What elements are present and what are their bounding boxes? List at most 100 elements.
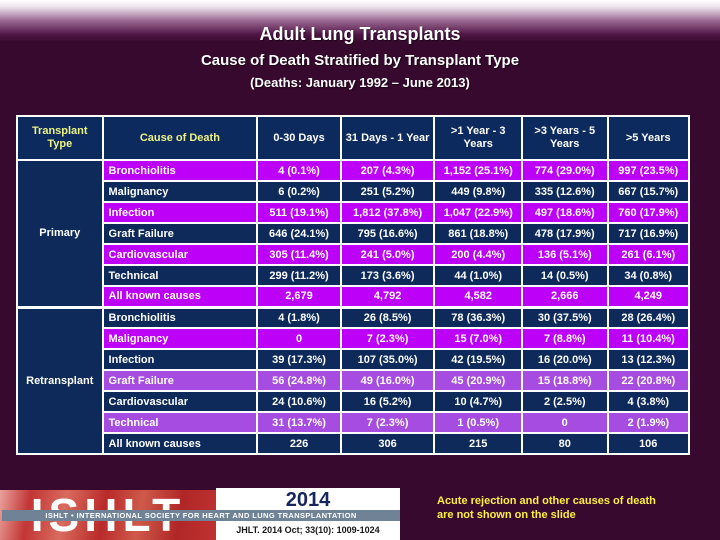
column-header-4: >1 Year - 3 Years xyxy=(433,115,523,161)
value-cell: 24 (10.6%) xyxy=(256,390,342,413)
value-cell: 241 (5.0%) xyxy=(339,243,436,266)
footnote-line-1: Acute rejection and other causes of deat… xyxy=(437,495,656,507)
value-cell: 226 xyxy=(256,432,342,455)
table-row: Technical 31 (13.7%) 7 (2.3%) 1 (0.5%) 0 2 (1… xyxy=(17,411,690,434)
value-cell: 7 (2.3%) xyxy=(339,411,436,434)
value-cell: 2 (2.5%) xyxy=(520,390,609,413)
table-row: Primary Bronchiolitis 4 (0.1%) 207 (4.3%) 1,… xyxy=(16,159,690,308)
value-cell: 497 (18.6%) xyxy=(520,201,609,224)
value-cell: 251 (5.2%) xyxy=(339,180,436,203)
column-header-5: >3 Years - 5 Years xyxy=(520,115,609,161)
value-cell: 6 (0.2%) xyxy=(256,180,342,203)
value-cell: 15 (7.0%) xyxy=(433,327,523,350)
value-cell: 0 xyxy=(520,411,609,434)
value-cell: 4,582 xyxy=(433,285,523,308)
transplant-type-cell-retransplant: Retransplant xyxy=(16,305,104,455)
value-cell: 34 (0.8%) xyxy=(606,264,690,287)
cause-of-death-table: Transplant Type Cause of Death 0-30 Days 31… xyxy=(16,115,690,455)
table-row: Graft Failure 646 (24.1%) 795 (16.6%) 861 (… xyxy=(17,222,690,245)
value-cell: 760 (17.9%) xyxy=(606,201,690,224)
cause-cell: Cardiovascular xyxy=(101,390,259,413)
value-cell: 44 (1.0%) xyxy=(433,264,523,287)
value-cell: 39 (17.3%) xyxy=(256,348,342,371)
cause-cell: All known causes xyxy=(101,285,259,308)
value-cell: 16 (20.0%) xyxy=(520,348,609,371)
value-cell: 667 (15.7%) xyxy=(606,180,690,203)
cause-cell: All known causes xyxy=(101,432,259,455)
publication-year: 2014 xyxy=(285,489,331,511)
value-cell: 207 (4.3%) xyxy=(339,159,436,182)
column-header-1: Cause of Death xyxy=(101,115,259,161)
value-cell: 511 (19.1%) xyxy=(256,201,342,224)
value-cell: 1,152 (25.1%) xyxy=(433,159,523,182)
value-cell: 7 (2.3%) xyxy=(339,327,436,350)
value-cell: 16 (5.2%) xyxy=(339,390,436,413)
top-gradient xyxy=(0,0,720,42)
cause-cell: Graft Failure xyxy=(101,369,259,392)
cause-cell: Infection xyxy=(101,348,259,371)
transplant-type-cell-primary: Primary xyxy=(16,159,104,308)
value-cell: 795 (16.6%) xyxy=(339,222,436,245)
value-cell: 2,666 xyxy=(520,285,609,308)
value-cell: 4 (0.1%) xyxy=(256,159,342,182)
value-cell: 31 (13.7%) xyxy=(256,411,342,434)
cause-cell: Infection xyxy=(101,201,259,224)
value-cell: 200 (4.4%) xyxy=(433,243,523,266)
value-cell: 2,679 xyxy=(256,285,342,308)
value-cell: 478 (17.9%) xyxy=(520,222,609,245)
slide-subtitle: Cause of Death Stratified by Transplant … xyxy=(200,52,520,69)
value-cell: 4 (3.8%) xyxy=(606,390,690,413)
value-cell: 449 (9.8%) xyxy=(433,180,523,203)
value-cell: 4,792 xyxy=(339,285,436,308)
table-row: Malignancy 0 7 (2.3%) 15 (7.0%) 7 (8.8%) 11 (… xyxy=(17,327,690,350)
value-cell: 80 xyxy=(520,432,609,455)
value-cell: 22 (20.8%) xyxy=(606,369,690,392)
value-cell: 173 (3.6%) xyxy=(339,264,436,287)
value-cell: 28 (26.4%) xyxy=(606,305,690,329)
title-block: Adult Lung Transplants Cause of Death St… xyxy=(0,24,720,90)
value-cell: 774 (29.0%) xyxy=(520,159,609,182)
value-cell: 2 (1.9%) xyxy=(606,411,690,434)
value-cell: 717 (16.9%) xyxy=(606,222,690,245)
value-cell: 49 (16.0%) xyxy=(339,369,436,392)
slide-date-range: (Deaths: January 1992 – June 2013) xyxy=(250,75,470,90)
table-row: Graft Failure 56 (24.8%) 49 (16.0%) 45 (20.… xyxy=(17,369,690,392)
table-row: Infection 511 (19.1%) 1,812 (37.8%) 1,047 (… xyxy=(17,201,690,224)
value-cell: 0 xyxy=(256,327,342,350)
value-cell: 4,249 xyxy=(606,285,690,308)
value-cell: 13 (12.3%) xyxy=(606,348,690,371)
table-row: Cardiovascular 305 (11.4%) 241 (5.0%) 200 (… xyxy=(17,243,690,266)
table-row: Infection 39 (17.3%) 107 (35.0%) 42 (19.5%)… xyxy=(17,348,690,371)
cause-cell: Bronchiolitis xyxy=(101,305,259,329)
slide-title: Adult Lung Transplants xyxy=(259,24,461,44)
value-cell: 305 (11.4%) xyxy=(256,243,342,266)
cause-cell: Technical xyxy=(101,411,259,434)
value-cell: 299 (11.2%) xyxy=(256,264,342,287)
value-cell: 646 (24.1%) xyxy=(256,222,342,245)
table-header-row: Transplant Type Cause of Death 0-30 Days 31… xyxy=(16,115,690,161)
value-cell: 10 (4.7%) xyxy=(433,390,523,413)
value-cell: 7 (8.8%) xyxy=(520,327,609,350)
value-cell: 1,047 (22.9%) xyxy=(433,201,523,224)
value-cell: 14 (0.5%) xyxy=(520,264,609,287)
value-cell: 215 xyxy=(433,432,523,455)
column-header-2: 0-30 Days xyxy=(256,115,342,161)
column-header-0: Transplant Type xyxy=(16,115,104,161)
column-header-3: 31 Days - 1 Year xyxy=(339,115,436,161)
ishlt-society-strip: ISHLT • INTERNATIONAL SOCIETY FOR HEART … xyxy=(2,510,400,521)
value-cell: 78 (36.3%) xyxy=(433,305,523,329)
table-row: Technical 299 (11.2%) 173 (3.6%) 44 (1.0%) 1… xyxy=(17,264,690,287)
column-header-6: >5 Years xyxy=(606,115,690,161)
value-cell: 997 (23.5%) xyxy=(606,159,690,182)
value-cell: 1,812 (37.8%) xyxy=(339,201,436,224)
value-cell: 306 xyxy=(339,432,436,455)
value-cell: 30 (37.5%) xyxy=(520,305,609,329)
value-cell: 15 (18.8%) xyxy=(520,369,609,392)
table-row: Malignancy 6 (0.2%) 251 (5.2%) 449 (9.8%) 33… xyxy=(17,180,690,203)
value-cell: 335 (12.6%) xyxy=(520,180,609,203)
value-cell: 1 (0.5%) xyxy=(433,411,523,434)
cause-cell: Bronchiolitis xyxy=(101,159,259,182)
table-row: Cardiovascular 24 (10.6%) 16 (5.2%) 10 (4.7… xyxy=(17,390,690,413)
value-cell: 861 (18.8%) xyxy=(433,222,523,245)
